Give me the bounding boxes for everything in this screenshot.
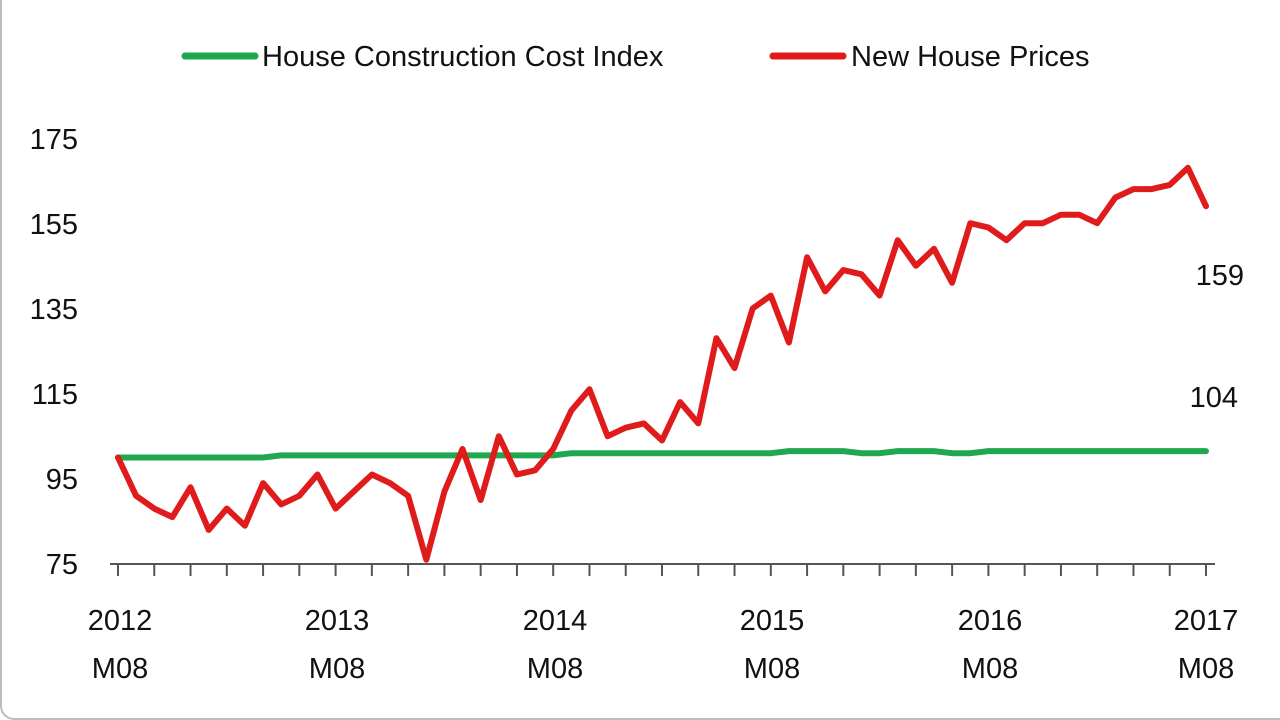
y-axis: 175 155 135 115 95 75 [30,124,78,581]
x-axis [110,563,1215,576]
series-line-construction-cost [115,448,1209,461]
y-tick-label: 135 [30,294,78,326]
x-tick-month: M08 [527,653,583,685]
x-tick-year: 2013 [305,605,370,637]
x-tick-month: M08 [962,653,1018,685]
legend-label-new-house-prices: New House Prices [851,41,1090,73]
y-tick-label: 95 [46,464,78,496]
legend: House Construction Cost Index New House … [181,41,1090,73]
x-axis-labels: 2012 M08 2013 M08 2014 M08 2015 M08 2016… [88,605,1239,685]
data-label-construction-cost-end: 104 [1190,382,1238,414]
legend-label-construction-cost: House Construction Cost Index [262,41,664,73]
x-tick-year: 2015 [740,605,805,637]
data-label-new-house-prices-end: 159 [1196,260,1244,292]
y-tick-label: 75 [46,549,78,581]
x-tick-year: 2014 [523,605,588,637]
x-tick-month: M08 [1178,653,1234,685]
x-tick-month: M08 [744,653,800,685]
x-tick-year: 2016 [958,605,1023,637]
y-tick-label: 115 [32,379,78,411]
x-tick-year: 2012 [88,605,153,637]
y-tick-label: 155 [30,209,78,241]
y-tick-label: 175 [30,124,78,156]
series-line-new-house-prices [115,164,1209,563]
x-tick-month: M08 [309,653,365,685]
x-tick-year: 2017 [1174,605,1239,637]
x-tick-month: M08 [92,653,148,685]
